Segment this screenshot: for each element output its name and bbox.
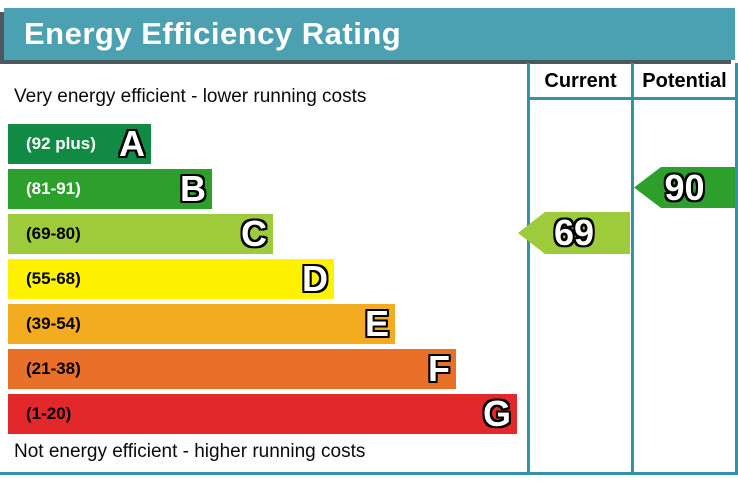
band-range-label: (21-38) bbox=[26, 359, 81, 378]
band-row-c: (69-80) C bbox=[8, 214, 273, 254]
header-underline bbox=[527, 97, 738, 100]
band-letter: A bbox=[119, 123, 145, 164]
band-range-label: (81-91) bbox=[26, 179, 81, 198]
band-letter: G bbox=[482, 393, 511, 434]
band-range-label: (55-68) bbox=[26, 269, 81, 288]
band-row-d: (55-68) D bbox=[8, 259, 334, 299]
band-letter: B bbox=[180, 168, 206, 209]
band-range-label: (69-80) bbox=[26, 224, 81, 243]
bottom-border bbox=[0, 472, 738, 475]
band-range-label: (39-54) bbox=[26, 314, 81, 333]
caption-not-efficient: Not energy efficient - higher running co… bbox=[14, 441, 366, 462]
band-row-g: (1-20) G bbox=[8, 394, 517, 434]
column-divider-middle bbox=[631, 63, 634, 475]
band-letter: F bbox=[428, 348, 450, 389]
title-bar: Energy Efficiency Rating bbox=[4, 8, 735, 60]
column-header-current: Current bbox=[544, 70, 617, 92]
column-header-potential: Potential bbox=[642, 70, 727, 92]
potential-rating-arrow: 90 bbox=[634, 167, 735, 208]
current-rating-value: 69 bbox=[553, 212, 595, 253]
potential-rating-value: 90 bbox=[664, 166, 705, 208]
band-letter: C bbox=[241, 213, 267, 254]
band-row-a: (92 plus) A bbox=[8, 124, 151, 164]
band-row-f: (21-38) F bbox=[8, 349, 456, 389]
current-rating-arrow: 69 bbox=[518, 212, 630, 254]
band-range-label: (92 plus) bbox=[26, 134, 96, 153]
band-row-e: (39-54) E bbox=[8, 304, 395, 344]
column-divider-left bbox=[527, 63, 530, 475]
page-title: Energy Efficiency Rating bbox=[24, 16, 402, 51]
caption-very-efficient: Very energy efficient - lower running co… bbox=[14, 86, 367, 107]
band-letter: E bbox=[364, 303, 389, 344]
band-row-b: (81-91) B bbox=[8, 169, 212, 209]
band-range-label: (1-20) bbox=[26, 404, 72, 423]
column-divider-right bbox=[735, 63, 738, 475]
band-letter: D bbox=[302, 258, 328, 299]
